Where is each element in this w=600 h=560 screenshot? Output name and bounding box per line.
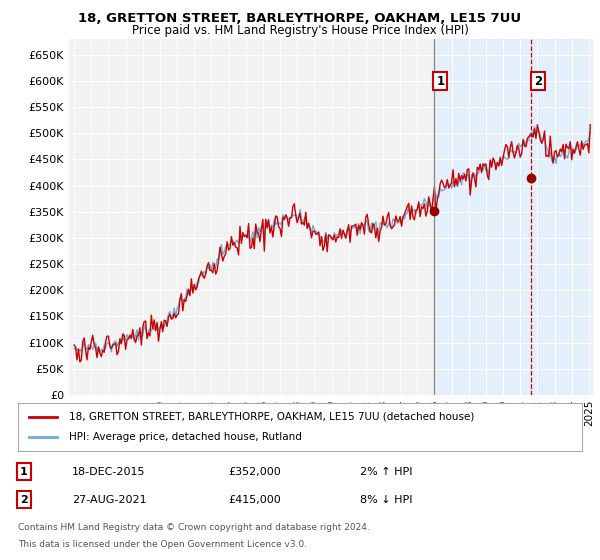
Text: 18, GRETTON STREET, BARLEYTHORPE, OAKHAM, LE15 7UU: 18, GRETTON STREET, BARLEYTHORPE, OAKHAM… (79, 12, 521, 25)
Text: Contains HM Land Registry data © Crown copyright and database right 2024.: Contains HM Land Registry data © Crown c… (18, 523, 370, 532)
Text: £415,000: £415,000 (228, 494, 281, 505)
Text: 18, GRETTON STREET, BARLEYTHORPE, OAKHAM, LE15 7UU (detached house): 18, GRETTON STREET, BARLEYTHORPE, OAKHAM… (69, 412, 474, 422)
Text: 18-DEC-2015: 18-DEC-2015 (72, 466, 146, 477)
Text: Price paid vs. HM Land Registry's House Price Index (HPI): Price paid vs. HM Land Registry's House … (131, 24, 469, 36)
Text: 2: 2 (534, 74, 542, 87)
Text: 1: 1 (20, 466, 28, 477)
Text: HPI: Average price, detached house, Rutland: HPI: Average price, detached house, Rutl… (69, 432, 302, 442)
Text: £352,000: £352,000 (228, 466, 281, 477)
Text: 8% ↓ HPI: 8% ↓ HPI (360, 494, 413, 505)
Text: 1: 1 (436, 74, 445, 87)
Bar (434, 39, 590, 395)
Text: This data is licensed under the Open Government Licence v3.0.: This data is licensed under the Open Gov… (18, 540, 307, 549)
Text: 2% ↑ HPI: 2% ↑ HPI (360, 466, 413, 477)
Text: 2: 2 (20, 494, 28, 505)
Text: 27-AUG-2021: 27-AUG-2021 (72, 494, 146, 505)
